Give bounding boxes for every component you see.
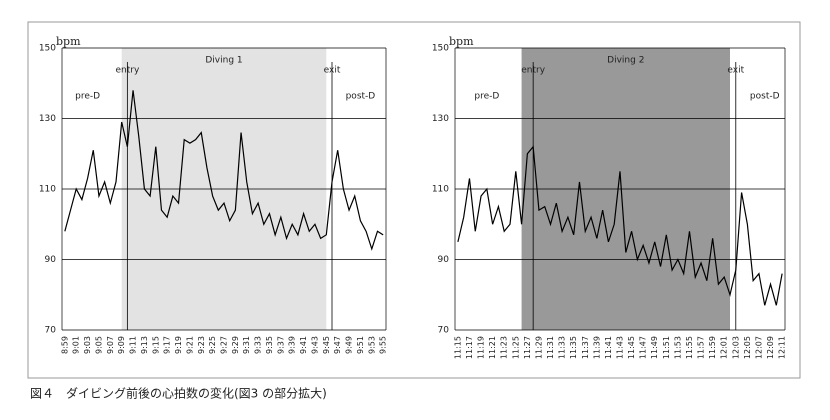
- x-tick-label: 9:23: [197, 336, 206, 354]
- x-tick-label: 9:27: [220, 336, 229, 354]
- x-tick-label: 11:51: [662, 336, 671, 359]
- y-tick-label: 70: [45, 326, 57, 336]
- x-tick-label: 9:55: [379, 336, 388, 354]
- x-tick-label: 9:53: [367, 336, 376, 354]
- x-tick-label: 9:51: [356, 336, 365, 354]
- x-tick-label: 9:01: [72, 336, 81, 354]
- x-tick-label: 9:45: [322, 336, 331, 354]
- x-tick-label: 9:31: [242, 336, 251, 354]
- x-tick-label: 9:15: [151, 336, 160, 354]
- y-tick-label: 90: [438, 255, 450, 265]
- dive-label: Diving 1: [205, 56, 242, 66]
- y-tick-label: 150: [432, 44, 449, 54]
- x-tick-label: 11:23: [500, 336, 509, 359]
- y-unit: bpm: [56, 35, 81, 48]
- x-tick-label: 11:55: [685, 336, 694, 359]
- x-tick-label: 11:29: [534, 336, 543, 359]
- x-tick-label: 9:43: [310, 336, 319, 354]
- y-tick-label: 110: [432, 185, 449, 195]
- x-tick-label: 9:05: [94, 336, 103, 354]
- x-tick-label: 9:29: [231, 336, 240, 354]
- x-tick-label: 9:49: [345, 336, 354, 354]
- x-tick-label: 9:37: [276, 336, 285, 354]
- x-tick-label: 9:39: [288, 336, 297, 354]
- y-unit: bpm: [449, 35, 474, 48]
- x-tick-label: 12:09: [766, 336, 775, 359]
- x-tick-label: 11:45: [627, 336, 636, 359]
- x-tick-label: 9:11: [129, 336, 138, 354]
- x-tick-label: 9:21: [185, 336, 194, 354]
- x-tick-label: 11:37: [581, 336, 590, 359]
- x-tick-label: 11:53: [673, 336, 682, 359]
- x-tick-label: 11:27: [523, 336, 532, 359]
- heart-rate-line: [64, 90, 384, 251]
- x-tick-label: 11:41: [604, 336, 613, 359]
- x-tick-label: 12:03: [731, 336, 740, 359]
- x-tick-label: 9:19: [174, 336, 183, 354]
- y-tick-label: 150: [39, 44, 56, 54]
- event-label: entry: [521, 66, 545, 76]
- x-tick-label: 12:11: [778, 336, 787, 359]
- x-tick-label: 12:05: [743, 336, 752, 359]
- x-tick-label: 11:31: [546, 336, 555, 359]
- x-tick-label: 11:43: [616, 336, 625, 359]
- x-tick-label: 11:25: [511, 336, 520, 359]
- x-tick-label: 8:59: [60, 336, 69, 354]
- x-tick-label: 12:01: [720, 336, 729, 359]
- x-tick-label: 11:47: [639, 336, 648, 359]
- y-tick-label: 110: [39, 185, 56, 195]
- event-label: exit: [727, 66, 744, 76]
- x-tick-label: 11:33: [558, 336, 567, 359]
- heart-rate-line: [457, 145, 783, 306]
- x-tick-label: 11:15: [453, 336, 462, 359]
- x-tick-label: 9:33: [254, 336, 263, 354]
- phase-label: pre-D: [474, 92, 499, 102]
- x-tick-label: 9:41: [299, 336, 308, 354]
- phase-label: post-D: [346, 92, 376, 102]
- x-tick-label: 11:19: [477, 336, 486, 359]
- event-label: exit: [324, 66, 341, 76]
- x-tick-label: 9:35: [265, 336, 274, 354]
- x-tick-label: 11:59: [708, 336, 717, 359]
- dive-label: Diving 2: [607, 56, 644, 66]
- x-tick-label: 11:17: [465, 336, 474, 359]
- x-tick-label: 9:25: [208, 336, 217, 354]
- x-tick-label: 9:47: [333, 336, 342, 354]
- caption: 図４ ダイビング前後の心拍数の変化(図3 の部分拡大): [30, 386, 327, 401]
- phase-label: post-D: [750, 92, 780, 102]
- x-tick-label: 11:49: [650, 336, 659, 359]
- x-tick-label: 9:17: [163, 336, 172, 354]
- x-tick-label: 9:03: [83, 336, 92, 354]
- y-tick-label: 130: [39, 114, 56, 124]
- x-tick-label: 11:21: [488, 336, 497, 359]
- y-tick-label: 130: [432, 114, 449, 124]
- x-tick-label: 9:07: [106, 336, 115, 354]
- y-tick-label: 90: [45, 255, 57, 265]
- x-tick-label: 11:39: [592, 336, 601, 359]
- x-tick-label: 9:09: [117, 336, 126, 354]
- x-tick-label: 9:13: [140, 336, 149, 354]
- event-label: entry: [115, 66, 139, 76]
- x-tick-label: 12:07: [754, 336, 763, 359]
- figure-frame: [27, 21, 801, 379]
- y-tick-label: 70: [438, 326, 450, 336]
- x-tick-label: 11:35: [569, 336, 578, 359]
- phase-label: pre-D: [75, 92, 100, 102]
- x-tick-label: 11:57: [697, 336, 706, 359]
